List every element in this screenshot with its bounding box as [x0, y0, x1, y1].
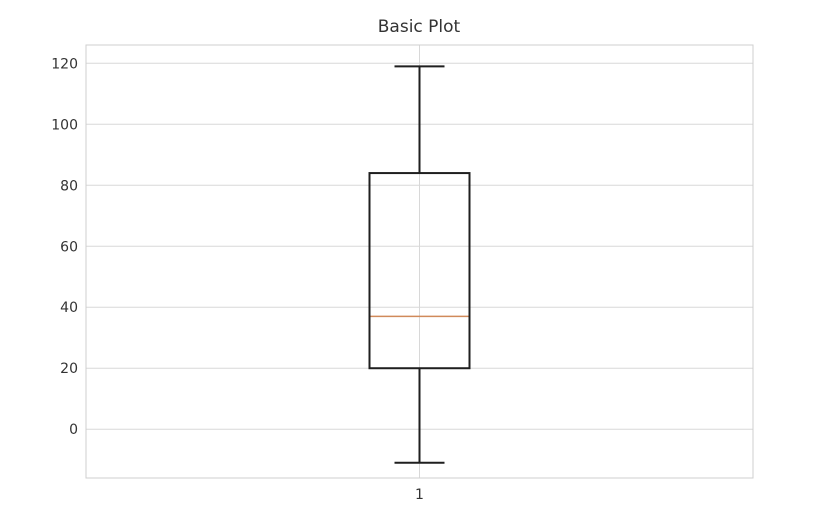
y-tick-label: 80 — [60, 178, 78, 194]
y-tick-label: 100 — [51, 117, 78, 133]
interquartile-box — [368, 172, 471, 370]
y-tick-label: 60 — [60, 239, 78, 255]
y-tick-label: 120 — [51, 56, 78, 72]
box-layer — [368, 65, 471, 464]
y-tick-label: 0 — [69, 422, 78, 438]
chart-title: Basic Plot — [378, 17, 461, 37]
y-tick-label: 40 — [60, 300, 78, 316]
x-axis-ticks: 1 — [415, 487, 424, 503]
y-tick-label: 20 — [60, 361, 78, 377]
box-group — [368, 65, 471, 464]
y-axis-ticks: 0 20 40 60 80 100 120 — [51, 56, 78, 438]
plot-frame — [85, 44, 754, 479]
x-tick-label: 1 — [415, 487, 424, 503]
